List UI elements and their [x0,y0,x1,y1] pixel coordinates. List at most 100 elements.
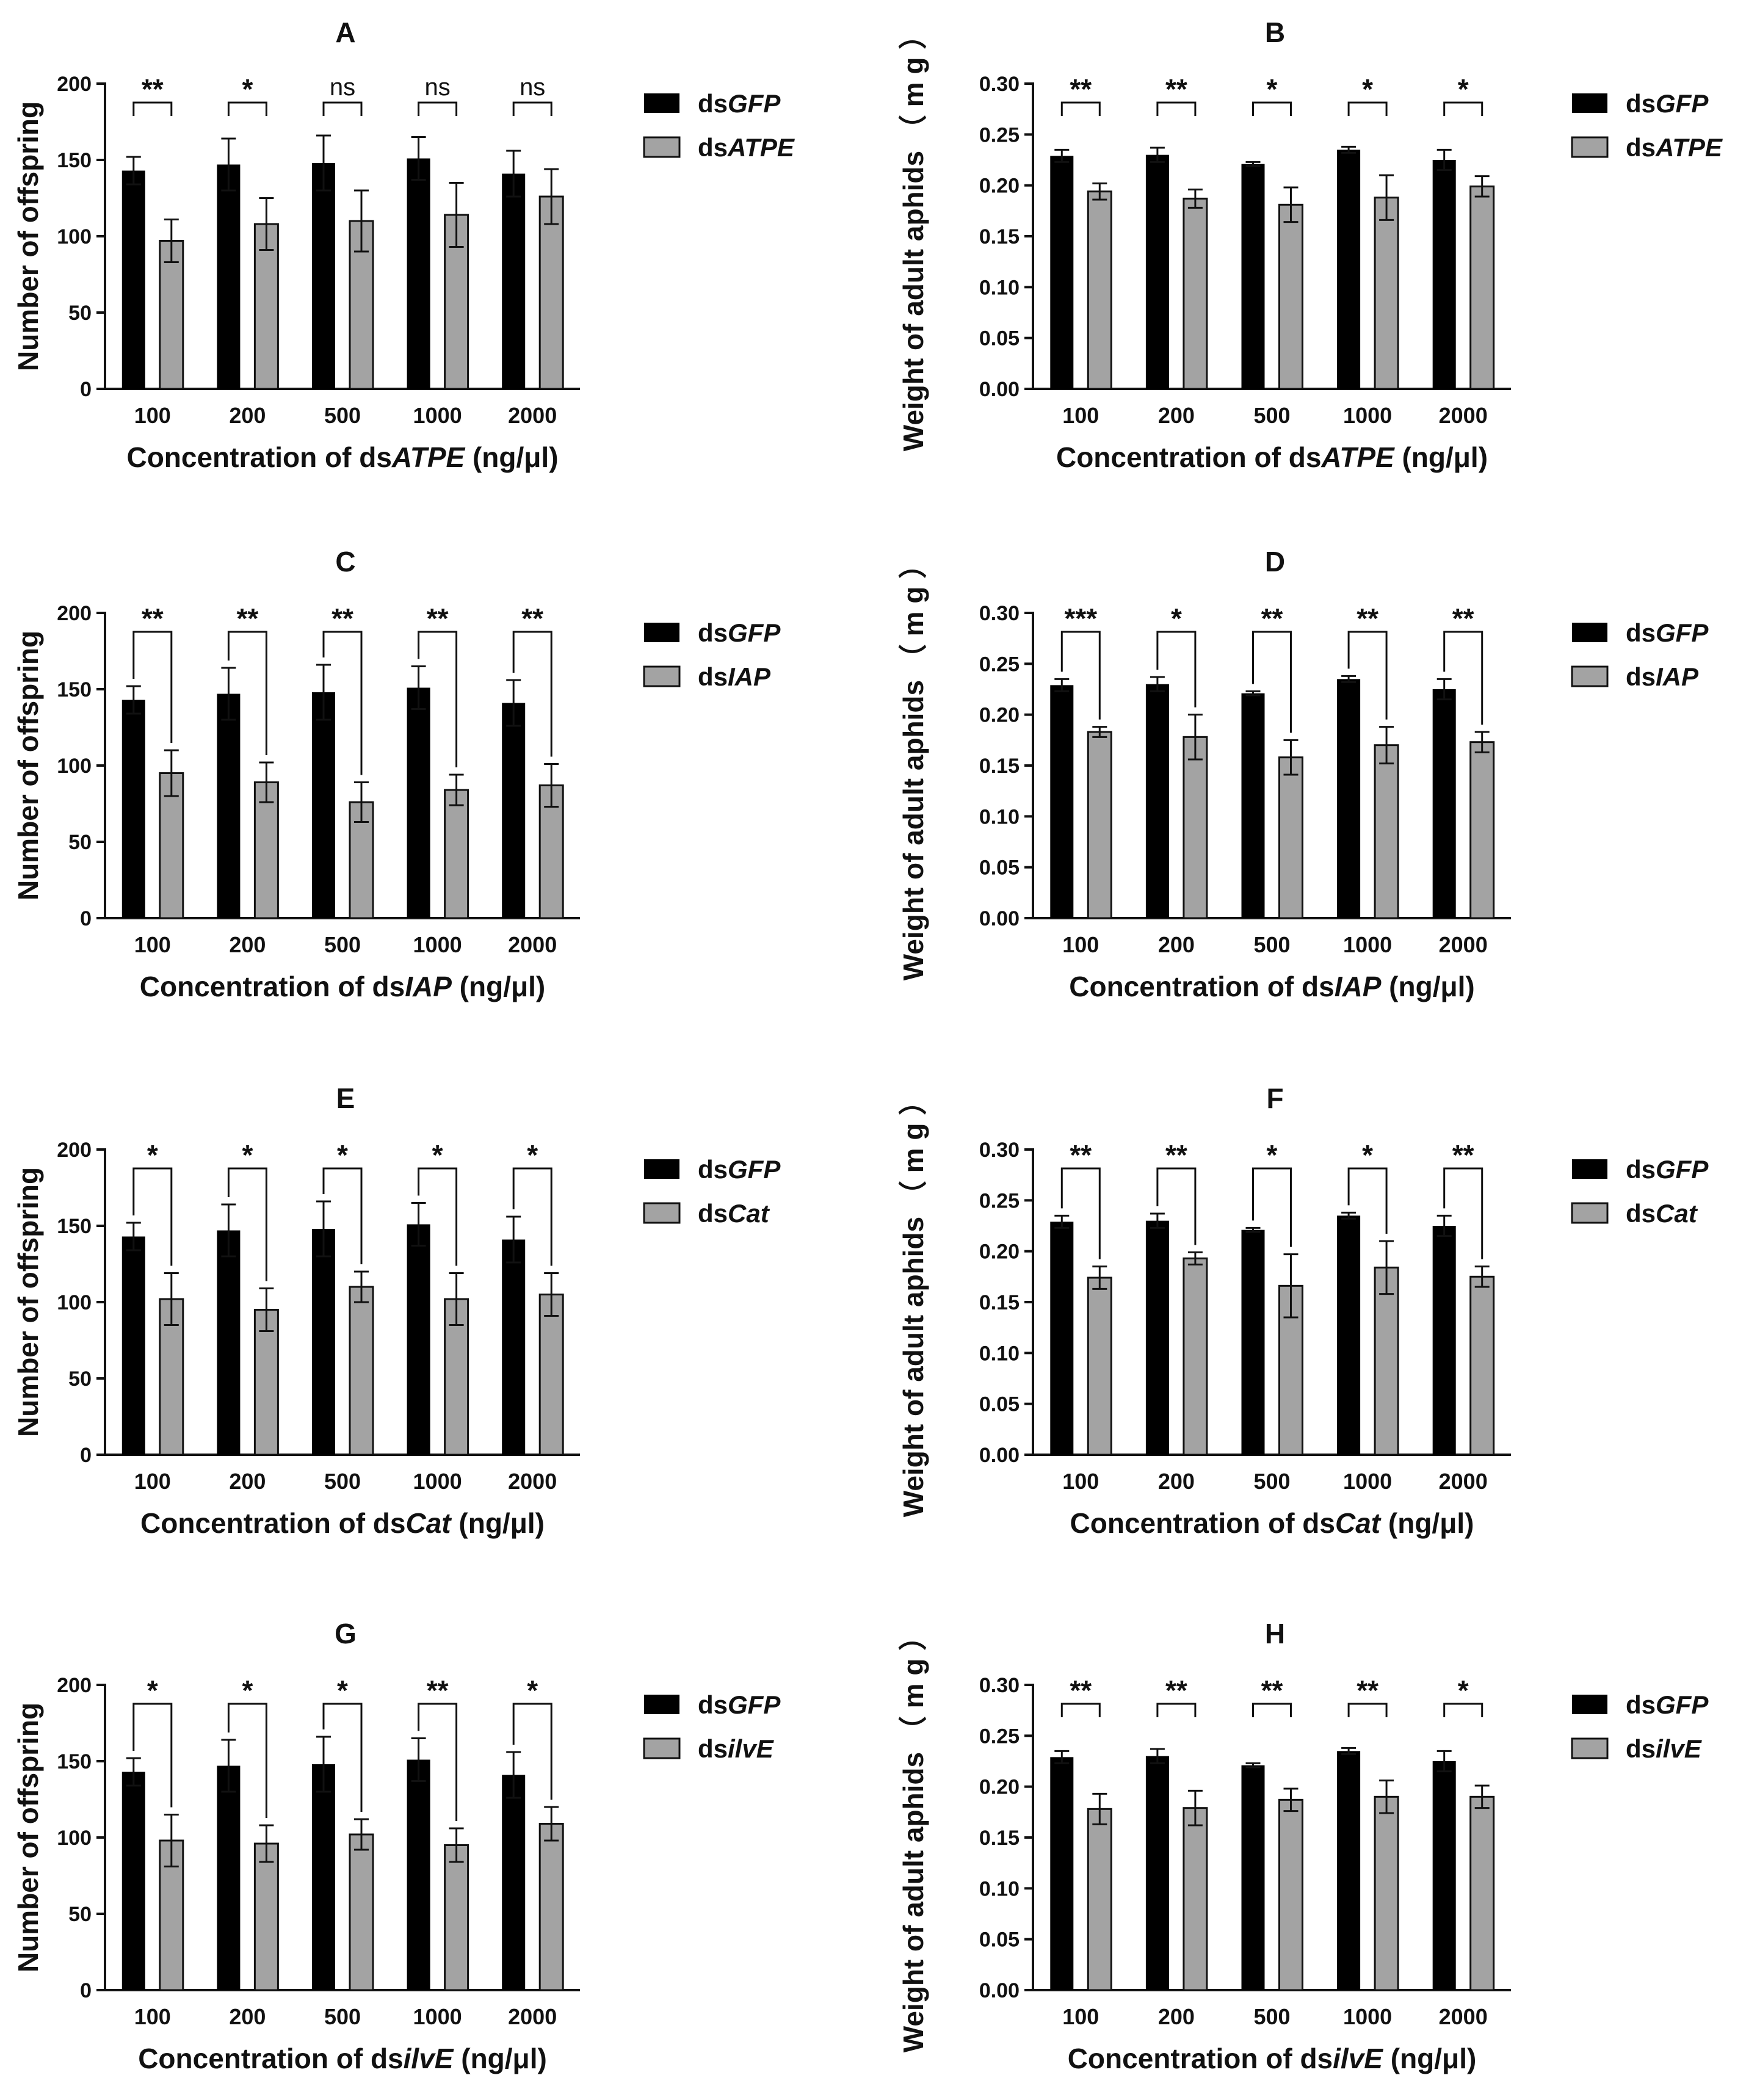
significance-bracket [512,631,552,757]
x-tick-label: 2000 [1439,1469,1488,1494]
bar-control [1050,685,1074,918]
x-tick-label: 100 [1062,2004,1099,2029]
x-tick-label: 200 [1158,932,1195,957]
legend-label-prefix: ds [698,133,728,162]
legend-label: dsGFP [698,89,781,118]
significance-bracket [1347,631,1388,720]
significance-label: ** [142,603,164,634]
y-tick-label: 100 [57,1291,92,1314]
bar-treatment [1469,1275,1495,1456]
x-axis-title-suffix: (ng/μl) [1383,2043,1476,2074]
x-axis-title: Concentration of dsCat (ng/μl) [140,1507,545,1539]
y-tick-label: 0.05 [979,1928,1020,1952]
legend-label-gene: ilvE [728,1734,775,1763]
significance-bracket [227,1703,267,1818]
legend-label-prefix: ds [698,1199,728,1228]
x-tick-label: 2000 [508,2004,557,2029]
x-tick-label: 200 [1158,2004,1195,2029]
significance-bracket [132,101,173,116]
x-tick-label: 1000 [1343,932,1392,957]
y-tick-label: 0.10 [979,1342,1020,1365]
significance-label: * [1362,73,1373,105]
legend-label: dsilvE [1626,1734,1703,1763]
bar-control [1432,689,1456,918]
panel-c: C 0 50 100 150 200 Number of offspring ** 100 ** 2… [12,546,781,1002]
bar-control [1145,684,1169,918]
legend-swatch-treatment [1571,1737,1609,1759]
x-tick-label: 2000 [508,932,557,957]
legend-label: dsGFP [698,1155,781,1184]
significance-label: ** [1452,1139,1474,1171]
y-tick-label: 0 [80,1979,92,2002]
y-tick-label: 50 [68,831,92,854]
legend-swatch-control [1572,623,1607,642]
legend-swatch-treatment [1571,1202,1609,1224]
y-tick-label: 200 [57,73,92,96]
bar-treatment [1278,203,1303,390]
legend-label-gene: GFP [1656,89,1709,118]
y-tick-label: 0.10 [979,805,1020,828]
x-tick-label: 2000 [508,1469,557,1494]
bar-control [407,1759,430,1990]
bar-control [1432,1761,1456,1990]
x-tick-label: 500 [1253,403,1290,428]
x-tick-label: 200 [229,932,266,957]
significance-bracket [418,1167,458,1266]
x-axis-title-suffix: (ng/μl) [453,2043,546,2074]
panel-letter: E [336,1082,355,1114]
legend-swatch-control [644,623,679,642]
significance-bracket [322,1703,363,1812]
x-tick-label: 200 [1158,403,1195,428]
bar-control [1432,160,1456,389]
significance-bracket [322,1167,363,1264]
bar-treatment [159,240,184,390]
significance-bracket [418,1703,458,1821]
significance-bracket [1156,1703,1197,1717]
significance-bracket [1156,631,1197,708]
bar-treatment [444,1844,469,1991]
x-tick-label: 500 [324,932,361,957]
x-tick-label: 500 [324,403,361,428]
legend-label-gene: Cat [728,1199,770,1228]
x-axis-title-prefix: Concentration of ds [138,2043,403,2074]
y-tick-label: 0.15 [979,1291,1020,1314]
bar-treatment [1374,1795,1399,1991]
legend-label-gene: IAP [728,662,771,691]
legend-label: dsilvE [698,1734,775,1763]
significance-bracket [512,101,552,116]
x-tick-label: 100 [1062,1469,1099,1494]
legend-label-prefix: ds [698,662,728,691]
significance-label: ** [1261,603,1283,634]
x-tick-label: 200 [229,2004,266,2029]
bar-control [1337,150,1361,389]
bar-control [1050,156,1074,389]
y-tick-label: 50 [68,302,92,325]
x-tick-label: 500 [1253,2004,1290,2029]
y-tick-label: 0.30 [979,602,1020,625]
x-axis-title: Concentration of dsCat (ng/μl) [1070,1507,1474,1539]
x-tick-label: 100 [134,932,171,957]
significance-label: * [1267,73,1278,105]
legend-label-prefix: ds [1626,1690,1656,1719]
bar-control [121,700,145,918]
legend-swatch-control [1572,1695,1607,1714]
y-tick-label: 0.00 [979,1979,1020,2002]
y-tick-label: 50 [68,1367,92,1391]
bar-control [407,1224,430,1455]
significance-bracket [418,631,458,767]
significance-bracket [1347,1703,1388,1717]
significance-bracket [1060,1167,1101,1259]
legend-label-gene: IAP [1656,662,1699,691]
legend-swatch-control [644,1159,679,1179]
y-tick-label: 0.05 [979,327,1020,350]
significance-bracket [227,1167,267,1281]
y-tick-label: 0 [80,907,92,930]
y-tick-label: 100 [57,225,92,248]
y-tick-label: 200 [57,602,92,625]
y-axis-title: Number of offspring [12,631,44,900]
significance-bracket [1156,101,1197,116]
x-tick-label: 500 [1253,1469,1290,1494]
